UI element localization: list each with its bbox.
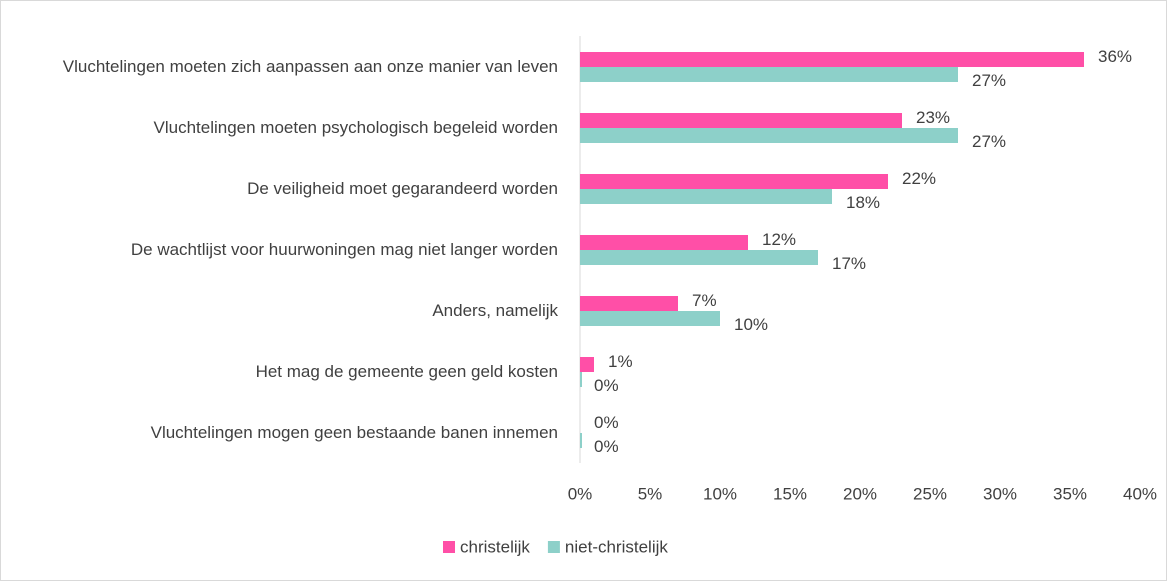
legend-label: niet-christelijk: [565, 537, 668, 556]
category-label: Vluchtelingen moeten zich aanpassen aan …: [62, 57, 558, 76]
x-tick-label: 20%: [843, 484, 877, 503]
data-label: 0%: [594, 413, 619, 432]
bar: [580, 128, 958, 143]
bar: [580, 250, 818, 265]
data-label: 1%: [608, 352, 633, 371]
x-tick-label: 15%: [773, 484, 807, 503]
legend-swatch: [547, 541, 560, 553]
data-label: 18%: [846, 193, 880, 212]
category-label: Vluchtelingen moeten psychologisch begel…: [153, 118, 559, 137]
data-label: 7%: [692, 291, 717, 310]
data-label: 27%: [972, 132, 1006, 151]
bar: [580, 357, 594, 372]
bar: [580, 296, 678, 311]
data-label: 23%: [916, 108, 950, 127]
data-label: 0%: [594, 376, 619, 395]
legend-swatch: [443, 541, 455, 553]
x-tick-label: 35%: [1053, 484, 1087, 503]
data-label: 36%: [1098, 47, 1132, 66]
x-tick-label: 40%: [1123, 484, 1157, 503]
data-label: 22%: [902, 169, 936, 188]
x-tick-label: 5%: [638, 484, 663, 503]
category-label: De veiligheid moet gegarandeerd worden: [247, 179, 558, 198]
bar: [580, 113, 902, 128]
bar: [580, 311, 720, 326]
x-tick-label: 25%: [913, 484, 947, 503]
data-label: 10%: [734, 315, 768, 334]
bar: [580, 433, 582, 448]
bar: [580, 372, 582, 387]
category-label: De wachtlijst voor huurwoningen mag niet…: [130, 240, 558, 259]
bar: [580, 174, 888, 189]
data-label: 12%: [762, 230, 796, 249]
bar: [580, 52, 1084, 67]
category-label: Het mag de gemeente geen geld kosten: [255, 362, 558, 381]
bar: [580, 189, 832, 204]
data-label: 27%: [972, 71, 1006, 90]
data-label: 0%: [594, 437, 619, 456]
bar: [580, 235, 748, 250]
bar: [580, 67, 958, 82]
x-tick-label: 10%: [703, 484, 737, 503]
category-label: Anders, namelijk: [432, 301, 558, 320]
legend-label: christelijk: [460, 537, 530, 556]
data-label: 17%: [832, 254, 866, 273]
x-tick-label: 30%: [983, 484, 1017, 503]
category-label: Vluchtelingen mogen geen bestaande banen…: [150, 423, 558, 442]
x-tick-label: 0%: [568, 484, 593, 503]
